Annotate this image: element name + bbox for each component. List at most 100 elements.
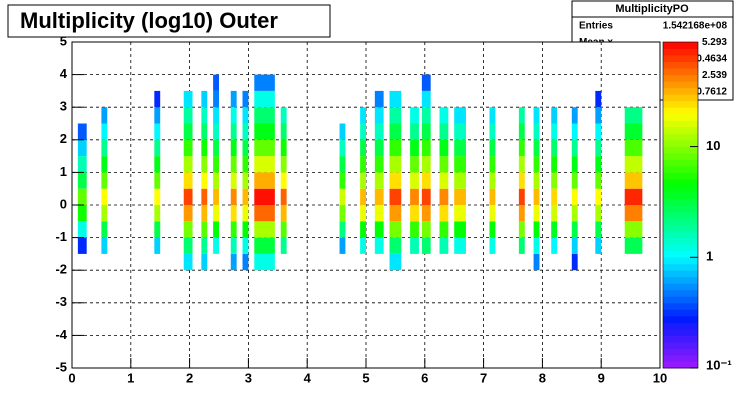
- y-tick-label: 4: [60, 66, 68, 81]
- heat-cell: [213, 107, 219, 124]
- heat-cell: [360, 205, 366, 222]
- heat-cell: [77, 139, 87, 157]
- heat-cell: [571, 253, 578, 271]
- heat-cell: [183, 139, 193, 157]
- x-tick-label: 6: [421, 370, 428, 385]
- heat-cell: [230, 90, 237, 108]
- heat-cell: [595, 205, 602, 222]
- heat-cell: [533, 156, 540, 173]
- heat-cell: [571, 123, 578, 140]
- heat-cell: [154, 221, 161, 238]
- heat-cell: [77, 205, 87, 222]
- heat-cell: [389, 90, 402, 108]
- heat-cell: [624, 205, 643, 222]
- heat-cell: [551, 107, 558, 124]
- heat-cell: [254, 107, 275, 124]
- heat-cell: [101, 156, 108, 173]
- heat-cell: [374, 139, 384, 157]
- heat-cell: [439, 205, 449, 222]
- stats-value: 0.7612: [696, 87, 727, 98]
- heat-cell: [489, 205, 496, 222]
- heat-cell: [242, 139, 249, 157]
- z-tick-label: 10⁻¹: [706, 357, 732, 372]
- heat-cell: [518, 156, 525, 173]
- heat-cell: [624, 221, 643, 238]
- heat-cell: [533, 221, 540, 238]
- heat-cell: [242, 172, 249, 189]
- heat-cell: [518, 172, 525, 189]
- heat-cell: [254, 74, 275, 91]
- color-bar-step: [663, 224, 698, 232]
- heat-cell: [339, 188, 346, 205]
- heat-cell: [213, 74, 219, 91]
- color-bar-step: [663, 296, 698, 304]
- heat-cell: [551, 123, 558, 140]
- stats-label: Entries: [579, 21, 613, 32]
- x-tick-label: 9: [598, 370, 605, 385]
- heat-cell: [213, 90, 219, 108]
- heat-cell: [154, 139, 161, 157]
- heat-cell: [421, 205, 431, 222]
- heat-cell: [360, 156, 366, 173]
- heat-cell: [213, 172, 219, 189]
- color-bar-step: [663, 302, 698, 310]
- heat-cell: [254, 237, 275, 254]
- heat-cell: [533, 188, 540, 205]
- heat-cell: [254, 188, 275, 205]
- color-bar-step: [663, 133, 698, 141]
- color-bar-step: [663, 328, 698, 336]
- heat-cell: [254, 205, 275, 222]
- heat-cell: [489, 172, 496, 189]
- heat-cell: [518, 123, 525, 140]
- heat-cell: [421, 90, 431, 108]
- heat-cell: [154, 205, 161, 222]
- heat-cell: [454, 107, 466, 124]
- heat-cell: [454, 172, 466, 189]
- heat-cell: [183, 107, 193, 124]
- color-bar-step: [663, 191, 698, 199]
- heat-cell: [360, 139, 366, 157]
- heat-cell: [77, 156, 87, 173]
- heat-cell: [339, 123, 346, 140]
- heat-cell: [518, 139, 525, 157]
- heat-cell: [374, 188, 384, 205]
- heat-cell: [595, 221, 602, 238]
- heat-cell: [389, 188, 402, 205]
- color-bar-step: [663, 322, 698, 330]
- color-bar-step: [663, 74, 698, 82]
- heat-cell: [389, 221, 402, 238]
- heat-cell: [230, 188, 237, 205]
- heat-cell: [183, 172, 193, 189]
- y-tick-label: 2: [60, 131, 67, 146]
- heat-cell: [595, 188, 602, 205]
- heat-cell: [242, 90, 249, 108]
- heat-cell: [154, 107, 161, 124]
- x-tick-label: 7: [480, 370, 487, 385]
- color-bar-step: [663, 178, 698, 186]
- heat-cell: [389, 205, 402, 222]
- heat-cell: [339, 237, 346, 254]
- heat-cell: [201, 90, 208, 108]
- heat-cell: [624, 156, 643, 173]
- stats-value: 0.4634: [696, 54, 727, 65]
- color-bar-step: [663, 42, 698, 50]
- heat-cell: [280, 205, 287, 222]
- heat-cell: [280, 221, 287, 238]
- heat-cell: [533, 237, 540, 254]
- heat-cell: [360, 107, 366, 124]
- heat-cell: [280, 123, 287, 140]
- title-box: [7, 4, 331, 38]
- heat-cell: [154, 237, 161, 254]
- heat-cell: [595, 237, 602, 254]
- heat-cell: [154, 123, 161, 140]
- heat-cell: [242, 253, 249, 271]
- heat-cell: [489, 156, 496, 173]
- color-bar-step: [663, 139, 698, 147]
- color-bar-step: [663, 205, 698, 213]
- color-bar-step: [663, 107, 698, 115]
- color-bar-step: [663, 185, 698, 193]
- heat-cell: [624, 139, 643, 157]
- heat-cell: [101, 139, 108, 157]
- color-bar-step: [663, 113, 698, 121]
- heat-cell: [571, 205, 578, 222]
